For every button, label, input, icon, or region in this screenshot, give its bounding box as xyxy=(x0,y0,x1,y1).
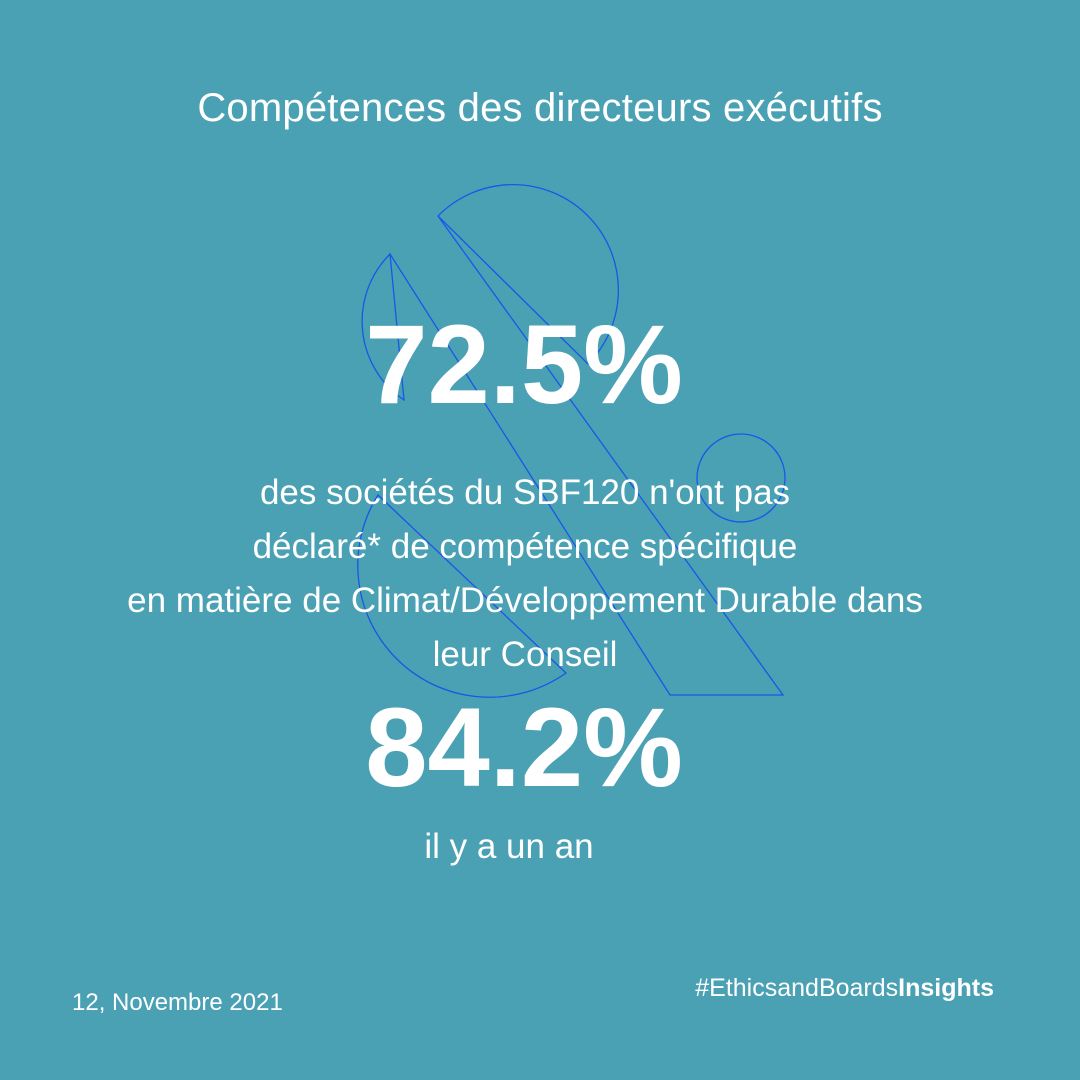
publication-date: 12, Novembre 2021 xyxy=(72,989,283,1016)
description-line-4: leur Conseil xyxy=(432,635,618,674)
previous-percentage-stat: 84.2% xyxy=(365,685,683,810)
hashtag-prefix: #EthicsandBoards xyxy=(695,974,899,1002)
description-line-1: des sociétés du SBF120 n'ont pas xyxy=(259,473,791,512)
current-percentage-stat: 72.5% xyxy=(365,302,683,427)
description-line-3: en matière de Climat/Développement Durab… xyxy=(127,581,923,620)
description-line-2: déclaré* de compétence spécifique xyxy=(252,527,798,566)
previous-period-label: il y a un an xyxy=(424,827,594,866)
page-title: Compétences des directeurs exécutifs xyxy=(197,86,883,130)
stat-description: des sociétés du SBF120 n'ont pas déclaré… xyxy=(20,466,1030,682)
hashtag-bold: Insights xyxy=(898,974,994,1002)
hashtag: #EthicsandBoardsInsights xyxy=(695,972,994,1004)
